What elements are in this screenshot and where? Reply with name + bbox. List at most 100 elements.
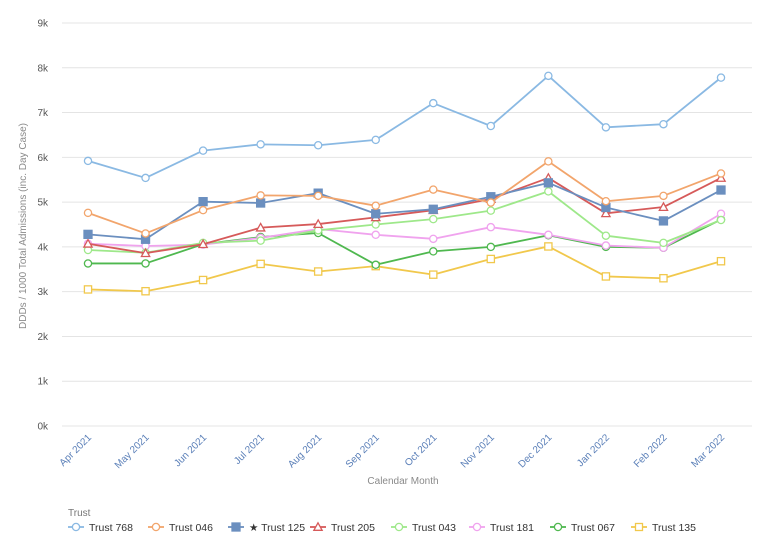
data-point: [198, 197, 208, 207]
data-point: [371, 230, 380, 240]
data-point: [486, 222, 496, 232]
data-point: [716, 185, 726, 195]
y-tick-label: 2k: [37, 332, 49, 343]
data-point: [601, 241, 611, 250]
data-point: [659, 238, 668, 248]
x-axis-ticks: Apr 2021 May 2021 Jun 2021 Jul 2021 Aug 2021…: [58, 432, 728, 471]
data-point: [601, 231, 611, 240]
legend-marker: [71, 522, 81, 532]
data-point: [544, 187, 553, 196]
series-line: [87, 190, 722, 254]
legend-label: Trust 181: [490, 522, 534, 534]
legend-label: Trust 043: [412, 522, 456, 534]
data-point: [544, 157, 553, 166]
grid-lines: [62, 22, 752, 427]
series-line: [87, 160, 722, 235]
data-point: [428, 204, 438, 214]
data-point: [371, 209, 381, 219]
series-trust-135: [83, 242, 726, 296]
y-tick-label: 1k: [37, 377, 49, 388]
legend-marker: [472, 522, 482, 532]
legend-item[interactable]: Trust 135: [631, 522, 696, 534]
data-point: [544, 71, 553, 81]
x-tick-label: Sep 2021: [344, 432, 382, 470]
data-point: [83, 208, 93, 218]
x-axis-title: Calendar Month: [367, 476, 438, 487]
data-point: [140, 247, 151, 258]
data-point: [658, 201, 669, 211]
legend-label: Trust 768: [89, 522, 133, 534]
legend-item[interactable]: Trust 768: [68, 522, 133, 534]
legend-item[interactable]: Trust 043: [391, 522, 456, 534]
series-trust-205: [82, 172, 727, 258]
data-point: [256, 236, 265, 245]
data-point: [313, 140, 323, 150]
data-point: [83, 229, 93, 240]
y-axis-title: DDDs / 1000 Total Admissions (inc. Day C…: [18, 123, 29, 329]
data-point: [83, 285, 93, 294]
data-point: [371, 260, 380, 270]
legend-marker: [231, 522, 241, 532]
legend-marker: [312, 521, 324, 531]
legend-item[interactable]: Trust 046: [148, 522, 213, 534]
data-point: [543, 178, 554, 188]
data-point: [255, 198, 266, 208]
legend-label: ★ Trust 125: [249, 522, 305, 534]
legend-marker: [151, 522, 161, 532]
legend: Trust 768 Trust 046 ★ Trust 125 Trust 205 Tr…: [68, 521, 696, 534]
data-point: [429, 270, 438, 279]
legend-item[interactable]: ★ Trust 125: [228, 522, 305, 534]
data-point: [600, 207, 612, 218]
legend-label: Trust 046: [169, 522, 213, 534]
data-point: [601, 196, 611, 206]
data-point: [313, 191, 323, 201]
legend-label: Trust 205: [331, 522, 375, 534]
data-point: [716, 73, 726, 82]
data-point: [429, 247, 438, 256]
data-point: [429, 185, 438, 194]
data-point: [256, 191, 265, 200]
legend-title: Trust: [68, 508, 91, 519]
data-point: [141, 286, 150, 296]
x-tick-label: Jun 2021: [172, 432, 209, 469]
data-point: [659, 191, 668, 201]
series-line: [88, 218, 722, 266]
data-point: [601, 272, 611, 281]
data-point: [601, 123, 611, 132]
x-tick-label: Apr 2021: [58, 432, 95, 469]
x-tick-label: Feb 2022: [632, 432, 670, 470]
data-point: [716, 169, 726, 178]
y-tick-label: 3k: [37, 287, 49, 298]
data-point: [141, 229, 150, 238]
series-lines: [82, 71, 727, 296]
x-tick-label: Jul 2021: [232, 432, 267, 467]
legend-item[interactable]: Trust 205: [310, 521, 375, 534]
x-tick-label: Aug 2021: [286, 432, 324, 470]
data-point: [429, 98, 438, 108]
y-tick-label: 4k: [37, 242, 49, 253]
data-point: [371, 220, 380, 229]
legend-item[interactable]: Trust 181: [469, 522, 534, 534]
y-tick-label: 7k: [37, 108, 49, 119]
y-tick-label: 0k: [37, 422, 49, 433]
legend-marker: [634, 522, 644, 532]
series-trust-067: [83, 215, 726, 270]
series-line: [87, 245, 722, 293]
data-point: [486, 206, 496, 215]
legend-marker: [553, 522, 563, 532]
data-point: [716, 215, 726, 225]
legend-item[interactable]: Trust 067: [550, 522, 615, 534]
data-point: [141, 173, 150, 183]
data-point: [255, 222, 266, 232]
y-tick-label: 5k: [37, 198, 49, 209]
data-point: [198, 146, 208, 155]
data-point: [371, 135, 380, 145]
data-point: [659, 119, 668, 129]
data-point: [486, 254, 496, 264]
x-tick-label: Dec 2021: [516, 432, 554, 470]
series-line: [87, 74, 722, 179]
data-point: [198, 205, 208, 215]
x-tick-label: May 2021: [113, 432, 152, 471]
data-point: [486, 198, 496, 207]
